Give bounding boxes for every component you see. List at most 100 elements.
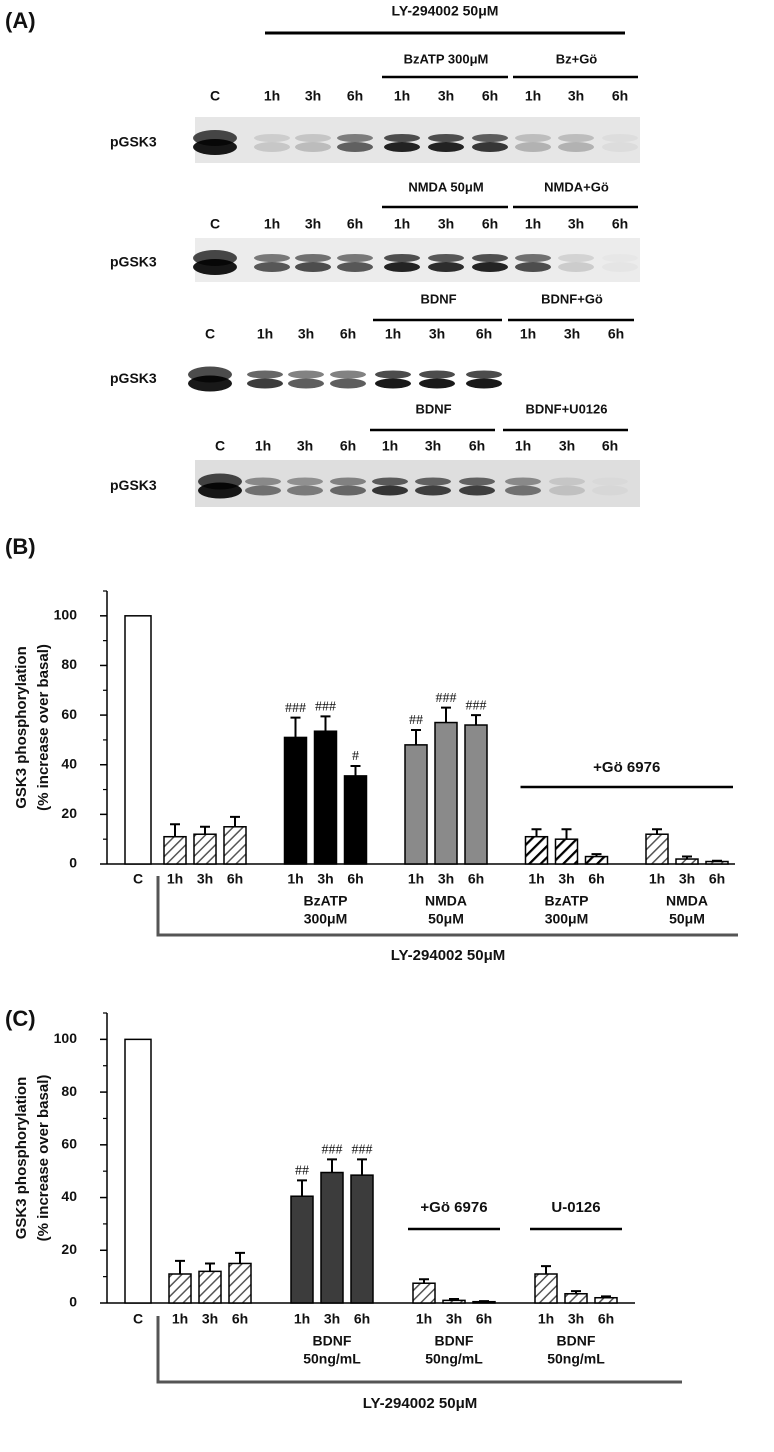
blot-time-label: 1h	[257, 326, 273, 342]
x-tick-label: 3h	[446, 1311, 462, 1327]
blot-band	[287, 477, 323, 486]
blot-band	[472, 262, 508, 272]
blot-band	[558, 262, 594, 272]
group-label: 50ng/mL	[547, 1351, 605, 1367]
error-bar	[357, 1158, 367, 1176]
bar	[524, 835, 549, 865]
blot-time-label: 3h	[568, 88, 584, 104]
error-bar	[419, 1278, 429, 1284]
blot-band	[466, 378, 502, 389]
blot-band	[415, 477, 451, 486]
bar	[124, 615, 152, 865]
blot-time-label: 6h	[608, 326, 624, 342]
blot-band	[372, 485, 408, 496]
blot-band	[295, 134, 331, 142]
bar	[343, 775, 368, 865]
bar	[404, 744, 428, 865]
blot-time-label: 3h	[297, 438, 313, 454]
blot-time-label: 3h	[559, 438, 575, 454]
group-label: 300μM	[545, 911, 589, 927]
error-bar	[297, 1179, 307, 1197]
blot-time-label: 3h	[438, 216, 454, 232]
blot-time-label: 6h	[340, 438, 356, 454]
base-label: LY-294002 50μM	[391, 947, 506, 964]
error-bar	[712, 859, 722, 862]
blot-band	[372, 477, 408, 486]
blot-time-label: 1h	[525, 88, 541, 104]
blot-time-label: 1h	[394, 88, 410, 104]
blot-time-label: 6h	[347, 88, 363, 104]
bar	[675, 858, 699, 865]
significance-label: #	[352, 749, 359, 764]
bar	[193, 833, 217, 865]
significance-label: ##	[295, 1164, 309, 1179]
x-tick-label: 3h	[197, 871, 213, 887]
blot-band	[330, 378, 366, 389]
error-bar	[320, 715, 331, 732]
error-bar	[200, 825, 210, 835]
x-tick-label: 3h	[202, 1311, 218, 1327]
y-tick-label: 80	[61, 656, 77, 672]
group-label: 50μM	[669, 911, 705, 927]
x-tick-label: 1h	[649, 871, 665, 887]
blot-band	[459, 485, 495, 496]
bar	[320, 1171, 344, 1304]
blot-band	[549, 485, 585, 496]
blot-row-label: pGSK3	[110, 134, 157, 150]
blot-group-label: BDNF+Gö	[541, 291, 603, 306]
blot-time-label: 1h	[515, 438, 531, 454]
blot-time-label: 3h	[564, 326, 580, 342]
blot-time-label: 6h	[469, 438, 485, 454]
blot-band	[428, 142, 464, 152]
group-label: BzATP	[544, 893, 588, 909]
error-bar	[601, 1295, 611, 1298]
blot-band	[337, 262, 373, 272]
blot-group-label: BDNF	[420, 291, 456, 306]
group-label: NMDA	[425, 893, 467, 909]
blot-time-label: 6h	[612, 216, 628, 232]
blot-band	[295, 254, 331, 262]
blot-band	[602, 142, 638, 152]
error-bar	[591, 853, 602, 857]
blot-control-label: C	[210, 216, 220, 232]
y-tick-label: 60	[61, 706, 77, 722]
significance-label: ###	[436, 691, 457, 706]
x-tick-label: 3h	[324, 1311, 340, 1327]
error-bar	[682, 855, 692, 860]
x-tick-label: 3h	[558, 871, 574, 887]
blot-band	[384, 262, 420, 272]
blot-band	[602, 262, 638, 272]
x-tick-label: 1h	[528, 871, 544, 887]
bracket-label: +Gö 6976	[420, 1199, 487, 1216]
blot-band	[288, 370, 324, 379]
blot-time-label: 3h	[429, 326, 445, 342]
blot-band	[515, 134, 551, 142]
error-bar	[479, 1300, 489, 1303]
blot-band	[505, 477, 541, 486]
significance-label: ##	[409, 713, 423, 728]
bar	[464, 724, 488, 865]
error-bar	[350, 764, 361, 776]
significance-label: ###	[315, 700, 336, 715]
significance-label: ###	[466, 698, 487, 713]
blot-time-label: 1h	[255, 438, 271, 454]
blot-band	[415, 485, 451, 496]
blot-band	[247, 370, 283, 379]
x-tick-label: 6h	[476, 1311, 492, 1327]
blot-band	[419, 378, 455, 389]
blot-band	[602, 254, 638, 262]
group-label: BDNF	[313, 1333, 352, 1349]
blot-band	[375, 370, 411, 379]
blot-time-label: 6h	[347, 216, 363, 232]
bar	[645, 833, 669, 865]
blot-time-label: 1h	[382, 438, 398, 454]
y-axis-label: (% increase over basal)	[35, 1075, 52, 1242]
blot-time-label: 6h	[482, 88, 498, 104]
blot-band	[193, 259, 237, 275]
significance-label: ###	[285, 701, 306, 716]
blot-band	[384, 134, 420, 142]
bar	[313, 730, 338, 865]
x-tick-label: 6h	[232, 1311, 248, 1327]
